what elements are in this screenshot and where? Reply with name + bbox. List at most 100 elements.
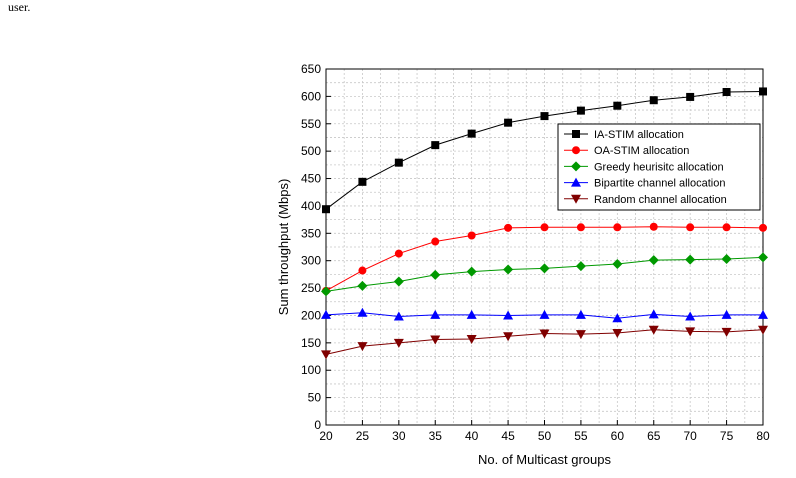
x-tick-label: 75 [720, 429, 734, 443]
data-point [539, 309, 550, 319]
y-tick-label: 350 [301, 226, 321, 240]
data-point [504, 118, 513, 127]
data-point [721, 254, 732, 265]
series-2 [321, 252, 768, 297]
series-0 [322, 87, 767, 214]
y-tick-label: 400 [301, 199, 321, 213]
data-point [612, 258, 623, 269]
data-point [431, 141, 440, 150]
data-point [721, 309, 732, 319]
y-tick-label: 500 [301, 144, 321, 158]
y-tick-label: 150 [301, 336, 321, 350]
data-point [612, 328, 623, 338]
grid-lines [325, 68, 764, 426]
data-point [685, 327, 696, 337]
data-point [321, 309, 331, 319]
data-point [394, 249, 403, 258]
data-point [613, 101, 622, 110]
y-tick-label: 300 [301, 254, 321, 268]
data-point [503, 310, 514, 320]
x-tick-label: 30 [392, 429, 406, 443]
data-point [575, 261, 586, 272]
data-point [393, 338, 404, 348]
x-tick-label: 55 [574, 429, 588, 443]
data-point [322, 205, 330, 214]
x-tick-label: 70 [683, 429, 697, 443]
data-point [759, 223, 767, 232]
data-point [357, 280, 368, 291]
series-group [321, 87, 768, 360]
x-tick-label: 60 [611, 429, 625, 443]
data-point [540, 223, 549, 232]
data-point [431, 237, 440, 246]
y-tick-label: 100 [301, 363, 321, 377]
legend-label: Bipartite channel allocation [594, 178, 725, 190]
data-point [393, 311, 404, 321]
data-point [467, 231, 476, 240]
legend-marker [572, 130, 580, 138]
legend-label: Random channel allocation [594, 194, 727, 206]
data-point [357, 307, 368, 317]
figure-caption: user. [8, 0, 31, 14]
x-axis-label: No. of Multicast groups [478, 452, 611, 467]
data-point [466, 335, 477, 345]
data-point [612, 313, 623, 323]
legend-marker [571, 161, 581, 172]
data-point [722, 88, 731, 97]
data-point [613, 223, 622, 232]
legend-marker [571, 177, 581, 187]
series-4 [321, 325, 768, 360]
y-tick-label: 200 [301, 308, 321, 322]
x-tick-label: 20 [319, 429, 333, 443]
data-point [430, 335, 441, 345]
x-tick-label: 50 [538, 429, 552, 443]
data-point [685, 254, 696, 265]
data-point [648, 325, 659, 335]
data-point [648, 255, 659, 266]
y-tick-label: 550 [301, 117, 321, 131]
y-tick-label: 250 [301, 281, 321, 295]
y-tick-label: 650 [301, 62, 321, 76]
data-point [721, 327, 732, 337]
y-tick-label: 50 [308, 391, 322, 405]
legend-label: IA-STIM allocation [594, 129, 684, 141]
y-tick-label: 600 [301, 89, 321, 103]
data-point [430, 309, 441, 319]
axis-ticks: 20 25 30 35 40 45 50 55 60 65 70 75 80 0 50 100 150 200 25… [301, 62, 770, 443]
data-point [430, 269, 441, 280]
y-tick-label: 0 [314, 418, 321, 432]
data-point [358, 266, 367, 275]
x-tick-label: 25 [356, 429, 370, 443]
x-tick-label: 35 [429, 429, 443, 443]
y-axis-label: Sum throughput (Mbps) [276, 179, 291, 316]
data-point [648, 309, 659, 319]
x-tick-label: 80 [756, 429, 770, 443]
data-point [358, 177, 367, 186]
legend-marker [572, 146, 580, 155]
data-point [503, 264, 514, 275]
legend: IA-STIM allocation OA-STIM allocation Gree… [557, 123, 761, 211]
data-point [649, 96, 658, 105]
data-point [467, 129, 476, 138]
data-point [685, 311, 696, 321]
legend-marker [571, 194, 581, 204]
data-point [321, 350, 331, 360]
legend-box [557, 123, 761, 211]
data-point [357, 342, 368, 352]
data-point [539, 329, 550, 339]
data-point [686, 223, 695, 232]
data-point [321, 286, 331, 297]
data-point [576, 223, 585, 232]
data-point [649, 222, 658, 231]
data-point [758, 309, 768, 319]
data-point [575, 330, 586, 340]
data-point [466, 266, 477, 277]
data-point [759, 87, 767, 96]
data-point [504, 223, 513, 232]
data-point [503, 332, 514, 342]
data-point [758, 325, 768, 335]
legend-label: OA-STIM allocation [594, 145, 689, 157]
data-point [576, 106, 585, 115]
data-point [539, 263, 550, 274]
